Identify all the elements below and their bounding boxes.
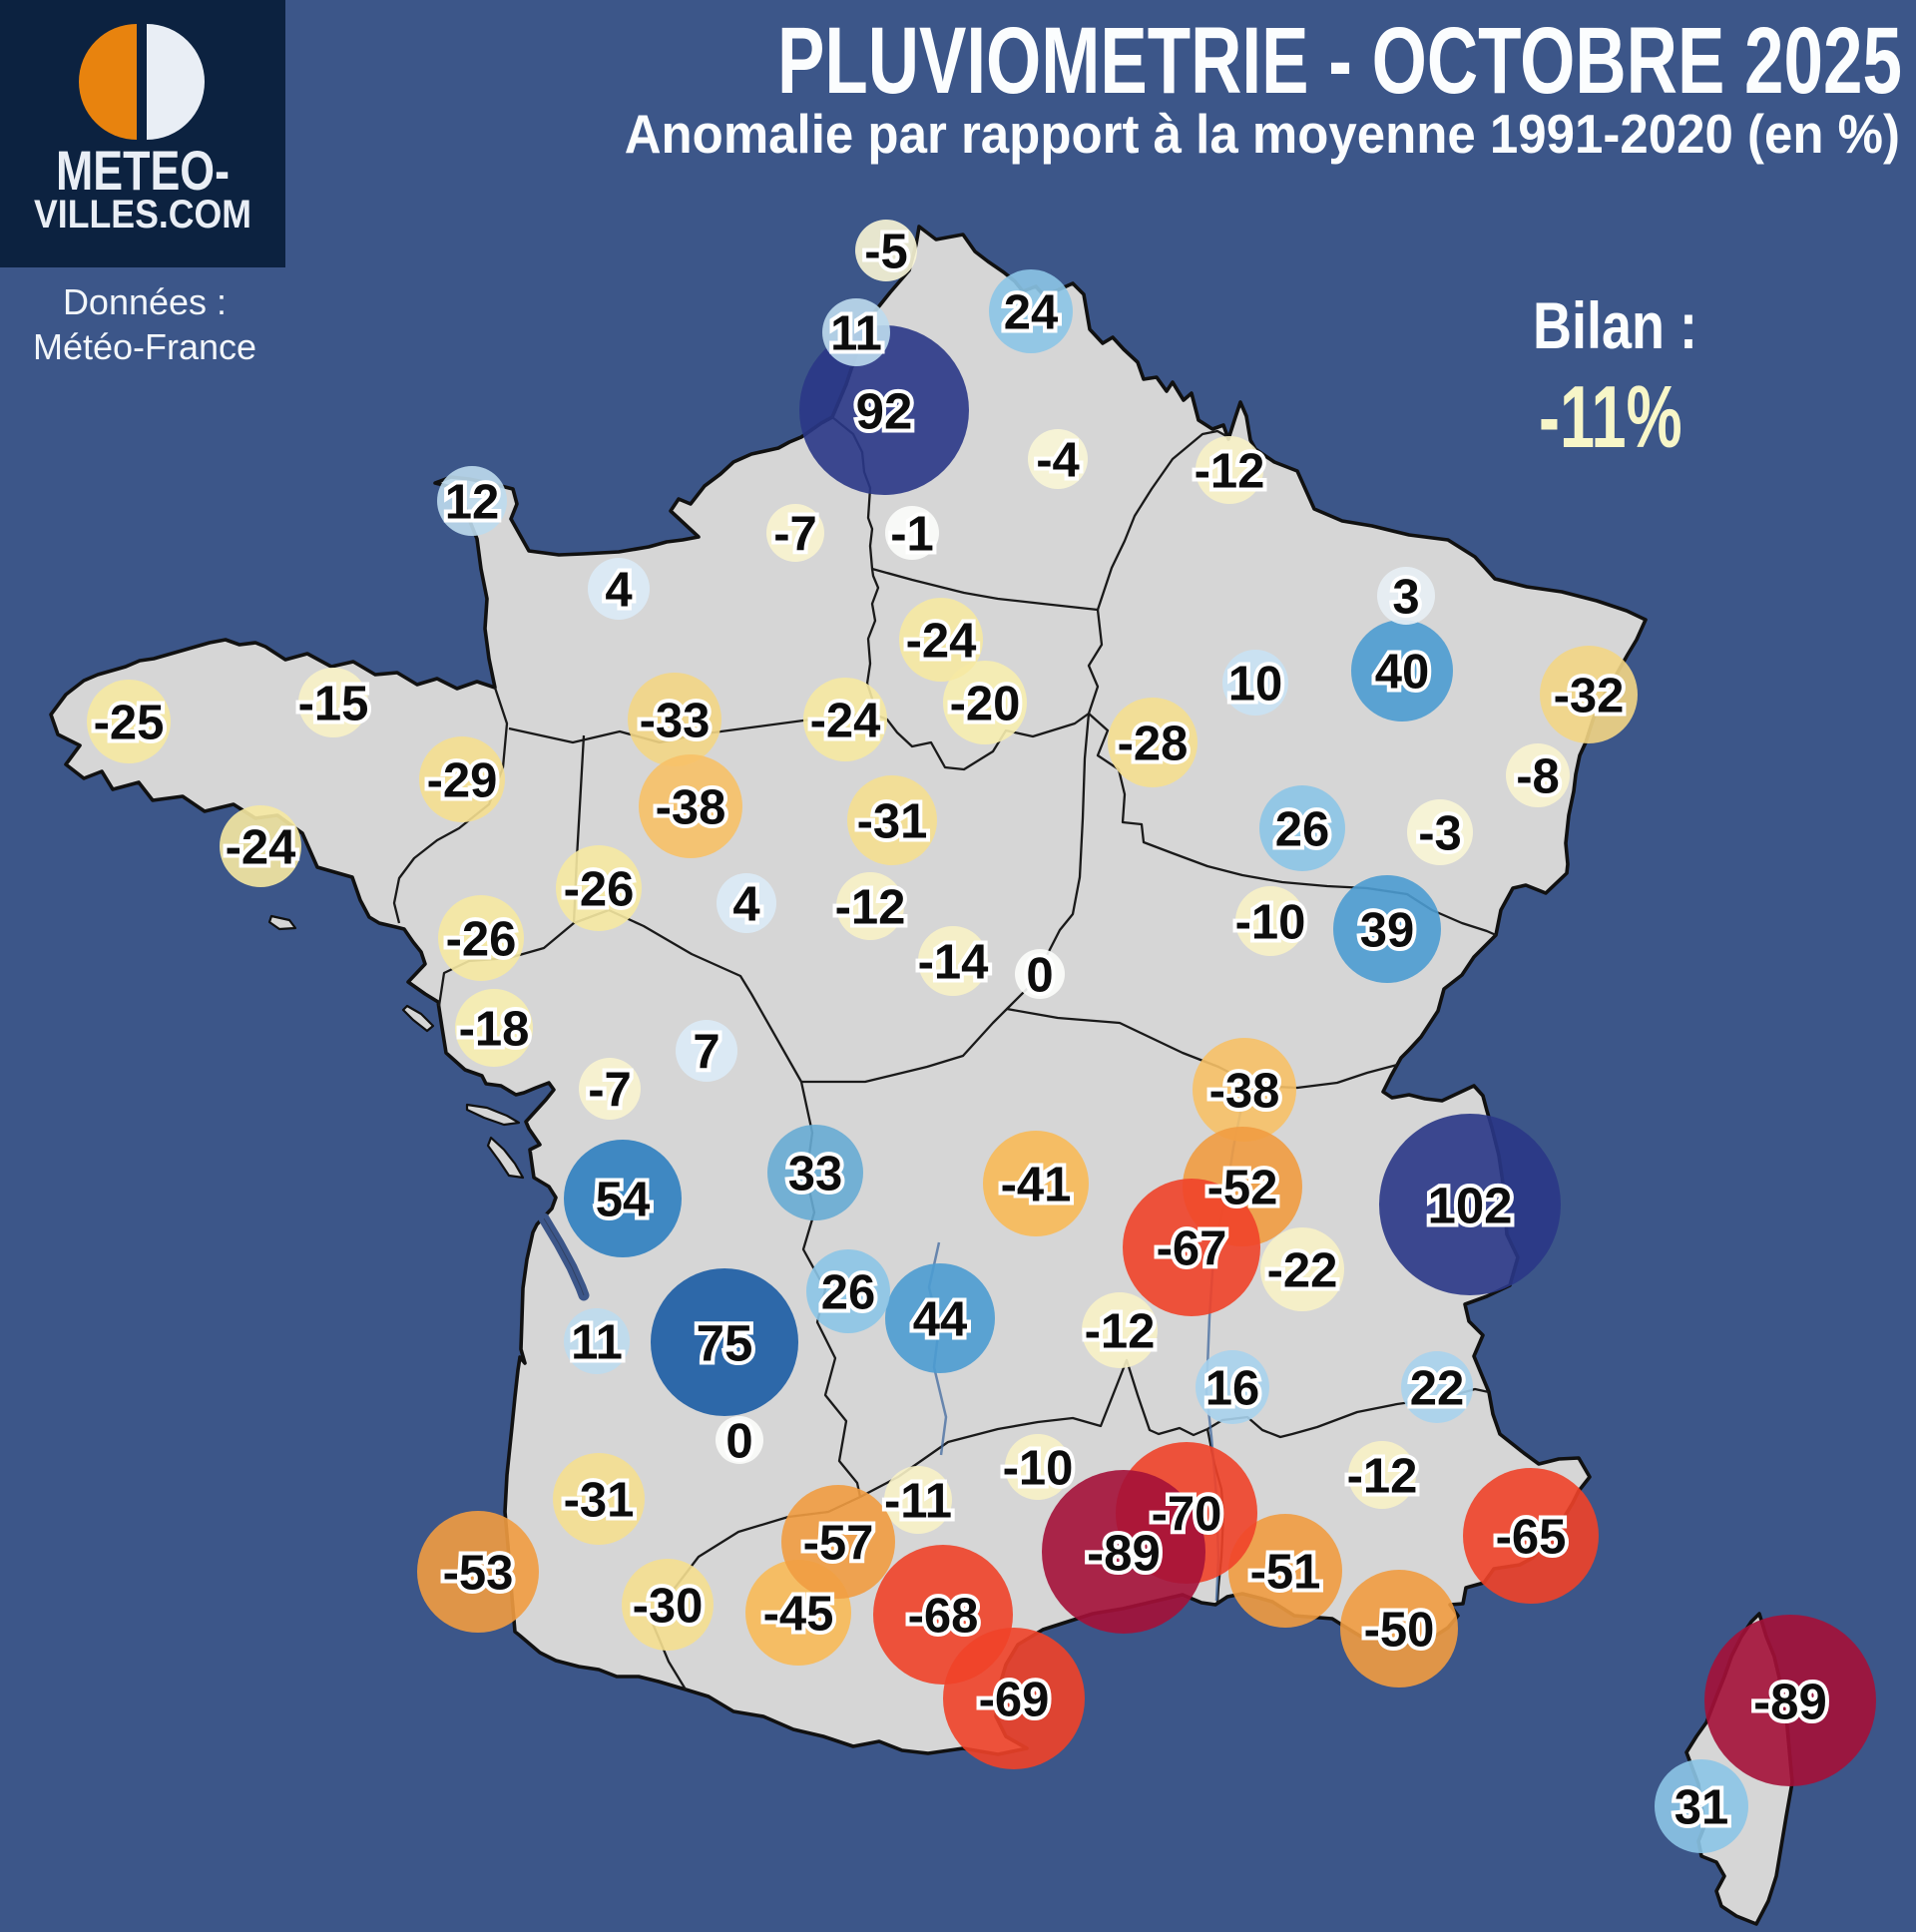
svg-text:-69: -69 — [979, 1674, 1050, 1727]
svg-text:-67: -67 — [1157, 1222, 1227, 1276]
svg-text:75: 75 — [697, 1314, 753, 1371]
svg-text:92: 92 — [856, 382, 913, 439]
svg-text:-26: -26 — [564, 863, 635, 917]
svg-text:-51: -51 — [1250, 1546, 1321, 1600]
svg-text:-7: -7 — [773, 508, 817, 562]
svg-text:24: 24 — [1004, 286, 1059, 340]
svg-text:11: 11 — [571, 1316, 623, 1370]
svg-text:-52: -52 — [1207, 1162, 1278, 1215]
svg-text:-89: -89 — [1087, 1524, 1161, 1581]
svg-text:-22: -22 — [1267, 1244, 1338, 1298]
svg-text:-41: -41 — [1001, 1159, 1072, 1212]
svg-text:-1: -1 — [890, 508, 934, 562]
svg-text:-38: -38 — [1209, 1065, 1280, 1119]
svg-text:33: 33 — [788, 1148, 843, 1202]
svg-text:-8: -8 — [1516, 750, 1560, 804]
svg-text:102: 102 — [1427, 1177, 1512, 1233]
svg-text:-53: -53 — [443, 1547, 514, 1601]
svg-text:16: 16 — [1205, 1362, 1260, 1416]
svg-text:-15: -15 — [298, 678, 369, 731]
svg-text:-12: -12 — [1347, 1450, 1418, 1504]
svg-text:-65: -65 — [1496, 1511, 1567, 1565]
svg-text:-24: -24 — [226, 821, 296, 875]
svg-text:-12: -12 — [835, 881, 906, 935]
svg-text:-38: -38 — [656, 781, 726, 835]
svg-text:-3: -3 — [1418, 807, 1462, 861]
svg-text:-32: -32 — [1554, 670, 1625, 724]
svg-text:-20: -20 — [950, 678, 1021, 731]
svg-text:3: 3 — [1392, 571, 1419, 625]
svg-text:0: 0 — [725, 1415, 752, 1469]
svg-text:VILLES.COM: VILLES.COM — [34, 193, 251, 237]
svg-text:4: 4 — [605, 564, 632, 618]
svg-text:31: 31 — [1675, 1781, 1729, 1835]
svg-text:-50: -50 — [1364, 1604, 1435, 1658]
svg-text:-33: -33 — [640, 695, 711, 748]
svg-text:0: 0 — [1026, 949, 1053, 1003]
svg-text:-29: -29 — [427, 754, 498, 808]
svg-text:44: 44 — [913, 1293, 968, 1347]
svg-text:-4: -4 — [1036, 434, 1080, 488]
svg-text:22: 22 — [1410, 1362, 1465, 1416]
svg-text:-89: -89 — [1753, 1673, 1827, 1729]
svg-text:-12: -12 — [1195, 445, 1265, 499]
svg-text:-18: -18 — [459, 1003, 530, 1057]
svg-text:-31: -31 — [564, 1474, 635, 1528]
svg-text:26: 26 — [1275, 803, 1330, 857]
svg-text:-12: -12 — [1085, 1305, 1156, 1359]
svg-text:-10: -10 — [1003, 1442, 1074, 1496]
svg-text:-70: -70 — [1152, 1488, 1222, 1542]
svg-text:-28: -28 — [1118, 718, 1189, 771]
svg-text:7: 7 — [693, 1026, 719, 1080]
svg-text:-5: -5 — [864, 226, 908, 279]
svg-text:-68: -68 — [908, 1590, 979, 1644]
svg-text:39: 39 — [1360, 904, 1415, 958]
svg-text:-30: -30 — [633, 1580, 704, 1634]
svg-text:-26: -26 — [446, 913, 517, 967]
svg-text:-25: -25 — [94, 697, 165, 750]
svg-text:4: 4 — [732, 878, 759, 932]
svg-text:10: 10 — [1228, 658, 1283, 712]
svg-text:-14: -14 — [918, 936, 989, 990]
svg-text:-24: -24 — [810, 695, 881, 748]
svg-text:-31: -31 — [857, 795, 928, 849]
svg-text:-24: -24 — [906, 615, 977, 669]
svg-text:54: 54 — [596, 1174, 651, 1227]
svg-text:12: 12 — [445, 476, 500, 530]
svg-text:METEO-: METEO- — [56, 139, 230, 202]
svg-text:-7: -7 — [588, 1064, 632, 1118]
svg-text:-10: -10 — [1235, 896, 1306, 950]
svg-text:40: 40 — [1375, 646, 1430, 700]
svg-text:-57: -57 — [803, 1517, 874, 1571]
svg-text:11: 11 — [830, 307, 882, 361]
svg-text:-45: -45 — [763, 1588, 834, 1642]
svg-text:-11: -11 — [884, 1475, 952, 1529]
svg-text:26: 26 — [821, 1266, 876, 1320]
